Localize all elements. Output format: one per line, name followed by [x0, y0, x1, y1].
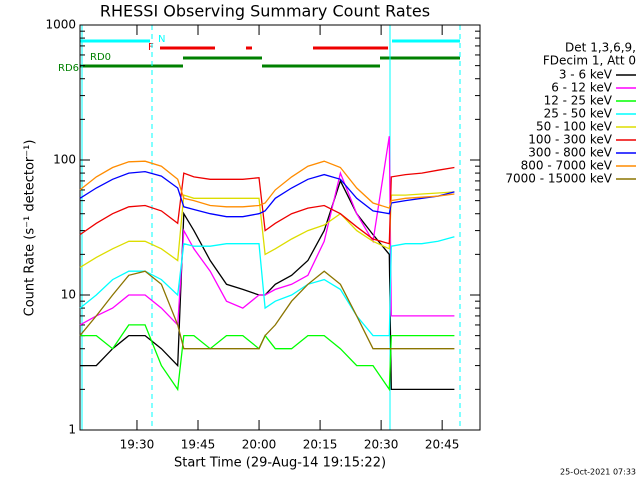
x-tick-label: 20:15 — [303, 438, 338, 452]
legend-label: 7000 - 15000 keV — [505, 172, 612, 186]
legend-label: 3 - 6 keV — [559, 68, 613, 82]
y-tick-label: 1000 — [45, 18, 76, 32]
legend-label: 100 - 300 keV — [528, 133, 612, 147]
x-axis-label: Start Time (29-Aug-14 19:15:22) — [174, 456, 386, 471]
chart-title: RHESSI Observing Summary Count Rates — [100, 2, 430, 21]
legend-label: 300 - 800 keV — [528, 146, 612, 160]
series-line — [79, 236, 455, 337]
legend-label: 50 - 100 keV — [536, 120, 613, 134]
series-line — [79, 170, 455, 218]
flag-label: RD0 — [90, 52, 111, 63]
legend-header: FDecim 1, Att 0 — [543, 54, 636, 68]
flag-label: F — [148, 42, 154, 53]
y-axis-label: Count Rate (s⁻¹ detector⁻¹) — [23, 140, 38, 317]
y-tick-label: 10 — [61, 288, 76, 302]
x-tick-label: 19:30 — [120, 438, 155, 452]
x-tick-label: 20:30 — [364, 438, 399, 452]
attenuator-lines — [81, 25, 461, 430]
series-line — [79, 270, 455, 350]
series-line — [79, 160, 455, 209]
x-tick-label: 19:45 — [181, 438, 216, 452]
series-line — [79, 166, 455, 245]
legend-label: 800 - 7000 keV — [521, 159, 613, 173]
flag-label: RD6 — [58, 63, 79, 74]
legend-label: 12 - 25 keV — [544, 94, 613, 108]
flag-label: N — [158, 34, 165, 45]
legend-label: 6 - 12 keV — [551, 81, 613, 95]
y-tick-label: 1 — [68, 423, 76, 437]
legend-label: 25 - 50 keV — [544, 107, 613, 121]
y-tick-label: 100 — [53, 153, 76, 167]
x-tick-label: 20:00 — [242, 438, 277, 452]
plot-frame — [79, 24, 481, 431]
legend-header: Det 1,3,6,9, — [565, 41, 636, 55]
flag-bars — [80, 39, 460, 68]
x-tick-label: 20:45 — [425, 438, 460, 452]
footer: 25-Oct-2021 07:33 — [560, 468, 636, 477]
